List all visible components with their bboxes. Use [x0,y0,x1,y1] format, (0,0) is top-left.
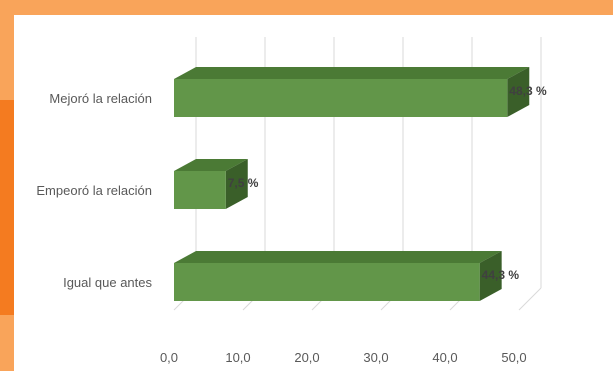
bar-front-face [174,171,226,209]
x-tick-label: 50,0 [501,350,526,365]
x-tick-label: 30,0 [363,350,388,365]
category-label: Mejoró la relación [49,91,152,106]
bars-group [174,67,530,301]
category-labels: Mejoró la relación Empeoró la relación Igu… [36,91,152,290]
category-label: Empeoró la relación [36,183,152,198]
bar-chart: Mejoró la relación Empeoró la relación Igu… [36,37,547,365]
bar-top-face [174,251,502,263]
x-tick-label: 40,0 [432,350,457,365]
category-label: Igual que antes [63,275,152,290]
data-label: 44,3 % [482,268,520,282]
data-labels: 48,3 % 7,5 % 44,3 % [228,84,547,282]
bar [174,67,530,117]
bar-top-face [174,67,530,79]
gridline-floor [518,287,542,311]
bar [174,159,248,209]
bar-top-face [174,159,248,171]
x-tick-label: 10,0 [225,350,250,365]
chart-area: Mejoró la relación Empeoró la relación Igu… [14,15,613,371]
bar-side-face [225,159,248,209]
data-label: 7,5 % [228,176,259,190]
x-tick-label: 0,0 [160,350,178,365]
left-accent-strip [0,100,14,315]
bar-front-face [174,263,480,301]
bar [174,251,502,301]
x-tick-labels: 0,0 10,0 20,0 30,0 40,0 50,0 [160,350,527,365]
data-label: 48,3 % [509,84,547,98]
bar-side-face [479,251,502,301]
x-tick-label: 20,0 [294,350,319,365]
bar-front-face [174,79,508,117]
bar-side-face [507,67,530,117]
